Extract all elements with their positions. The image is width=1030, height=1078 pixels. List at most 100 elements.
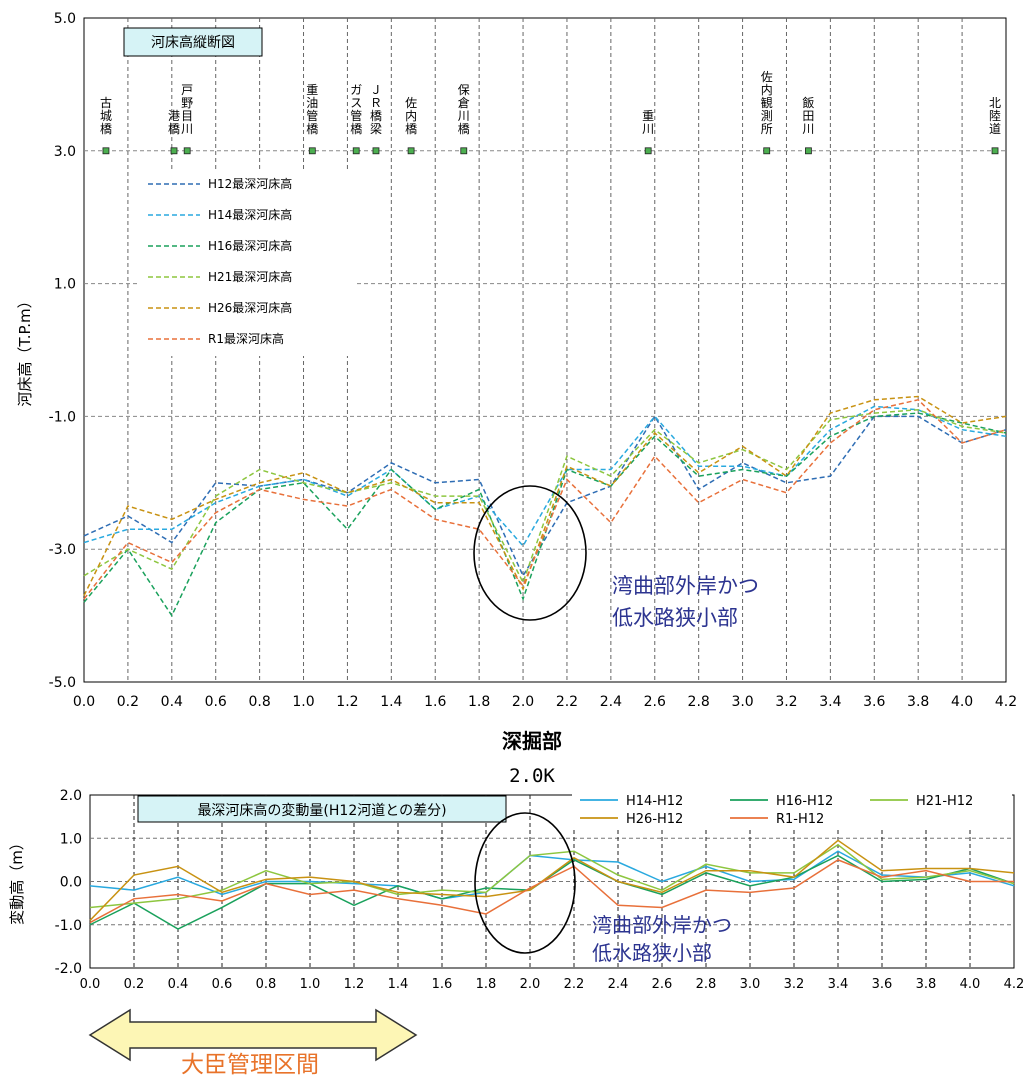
bottom-x-ticks: 0.0 0.2 0.4 0.6 0.8 1.0 1.2 1.4 1.6 1.8 2.0 2.2 2.4 2… [80,977,1025,992]
top-legend-label: H21最深河床高 [208,269,292,284]
bottom-legend-label: R1-H12 [776,812,824,827]
bottom-x-tick-label: 3.4 [828,977,849,992]
top-y-tick-label: -1.0 [49,409,76,425]
bottom-annotation-line2: 低水路狭小部 [592,941,712,965]
top-x-tick-label: 1.8 [468,694,490,710]
top-series-line [83,408,1007,585]
section-arrow: 大臣管理区間 [88,1008,418,1078]
bottom-title: 最深河床高の変動量(H12河道との差分) [197,802,446,819]
top-x-tick-label: 3.6 [863,694,885,710]
top-series-line [83,405,1007,548]
bottom-legend-label: H26-H12 [626,812,683,827]
location-label: 北陸道 [989,96,1001,136]
top-series [83,395,1007,618]
top-x-tick-label: 3.0 [731,694,753,710]
location-marker [102,147,110,155]
location-marker [372,147,380,155]
top-title-box [123,27,263,57]
bottom-x-tick-label: 0.4 [168,977,189,992]
bottom-x-tick-label: 0.0 [80,977,101,992]
top-x-tick-label: 0.0 [73,694,95,710]
bottom-series-line [89,859,1014,924]
double-arrow-icon [88,1008,418,1062]
bottom-annotation-line1: 湾曲部外岸かつ [592,913,732,937]
top-x-tick-label: 4.2 [995,694,1017,710]
bottom-x-tick-label: 3.2 [784,977,805,992]
top-x-tick-label: 3.4 [819,694,841,710]
bottom-x-tick-label: 3.8 [916,977,937,992]
location-marker [644,147,652,155]
bottom-legend-label: H21-H12 [916,794,973,809]
top-y-tick-label: 1.0 [54,277,76,293]
top-series-line [83,414,1007,578]
top-series-line [83,395,1007,597]
location-marker [170,147,178,155]
top-y-tick-label: -3.0 [49,542,76,558]
top-y-tick-label: -5.0 [49,675,76,691]
bottom-x-tick-label: 2.6 [652,977,673,992]
bottom-y-tick-label: 1.0 [60,831,82,847]
location-label: 港橋 [168,109,180,136]
bottom-x-tick-label: 0.6 [212,977,233,992]
location-marker [991,147,999,155]
location-marker [183,147,191,155]
bottom-legend-box [572,790,1012,830]
bottom-legend: H14-H12 H16-H12 H21-H12 H26-H12 R1-H12 [580,794,973,827]
top-x-tick-label: 1.6 [424,694,446,710]
top-legend-label: H12最深河床高 [208,176,292,191]
bottom-x-tick-label: 4.0 [960,977,981,992]
top-x-ticks: 0.0 0.2 0.4 0.6 0.8 1.0 1.2 1.4 1.6 1.8 2.0 2.2 2.4 2… [73,694,1017,710]
bottom-deep-scour-ellipse [474,812,576,954]
location-label: 重油管橋 [306,83,318,136]
top-y-tick-label: 5.0 [54,11,76,27]
bottom-series-line [89,850,1015,900]
location-label: ガス管橋 [350,83,362,136]
bottom-x-tick-label: 1.0 [300,977,321,992]
bottom-x-tick-label: 1.8 [476,977,497,992]
bottom-x-marker-label: 2.0K [509,765,555,787]
bottom-x-tick-label: 1.6 [432,977,453,992]
location-label: 飯田川 [802,95,814,136]
top-deep-scour-ellipse [473,485,587,621]
location-marker [805,147,812,155]
top-x-tick-label: 1.0 [292,694,314,710]
top-x-tick-label: 3.2 [775,694,797,710]
location-label: 保倉川橋 [458,83,470,136]
bottom-x-tick-label: 3.0 [740,977,761,992]
top-x-tick-label: 2.6 [644,694,666,710]
bottom-chart: 最深河床高の変動量(H12河道との差分) H14-H12 H16-H12 H21-H… [8,788,1024,992]
top-legend-label: H26最深河床高 [208,300,292,315]
top-y-ticks: 5.0 3.0 1.0 -1.0 -3.0 -5.0 [49,11,76,691]
bottom-x-tick-label: 4.2 [1004,977,1025,992]
section-label: 大臣管理区間 [181,1052,319,1078]
top-legend-box [140,170,354,356]
top-x-label: 深掘部 [502,729,562,753]
bottom-x-tick-label: 2.0 [520,977,541,992]
bottom-series [89,839,1015,930]
bottom-x-tick-label: 2.4 [608,977,629,992]
bottom-y-tick-label: -2.0 [55,961,82,977]
top-legend-label: H14最深河床高 [208,207,292,222]
location-label: 佐内観測所 [761,70,773,136]
bottom-title-box [137,795,507,823]
top-annotation-line2: 低水路狭小部 [612,606,738,630]
bottom-x-tick-label: 0.2 [124,977,145,992]
top-x-tick-label: 0.6 [205,694,227,710]
location-label: 佐内橋 [405,96,417,136]
bottom-y-tick-label: 0.0 [60,875,82,891]
location-label: ＪＲ橋梁 [370,83,382,136]
bottom-x-tick-label: 2.8 [696,977,717,992]
top-x-tick-label: 2.4 [600,694,622,710]
top-y-label: 河床高（T.P.m） [16,293,34,406]
top-x-tick-label: 1.2 [336,694,358,710]
bottom-x-tick-label: 1.4 [388,977,409,992]
bottom-series-line [89,843,1015,909]
location-marker [308,147,316,155]
top-x-tick-label: 2.0 [512,694,534,710]
top-x-tick-label: 0.2 [117,694,139,710]
location-marker [407,147,415,155]
bottom-x-tick-label: 2.2 [564,977,585,992]
top-legend-label: H16最深河床高 [208,238,292,253]
